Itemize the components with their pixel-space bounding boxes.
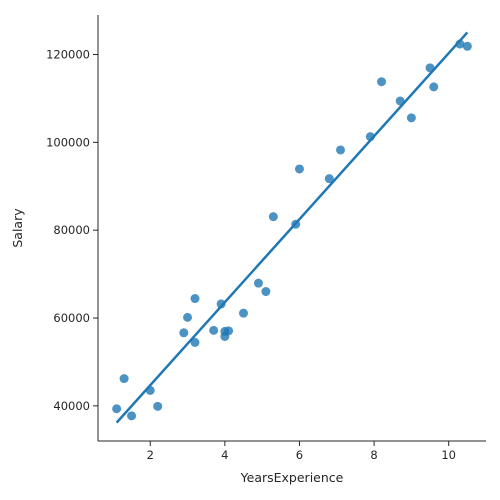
x-axis-ticks: 2 4 6 8 10 bbox=[147, 441, 456, 462]
data-point bbox=[179, 328, 189, 338]
x-axis-label: YearsExperience bbox=[240, 470, 344, 485]
y-axis-ticks: 40000 60000 80000 100000 120000 bbox=[46, 48, 98, 413]
x-tick-label: 8 bbox=[370, 448, 377, 462]
data-point bbox=[112, 404, 122, 414]
data-point bbox=[127, 411, 137, 421]
x-tick-label: 6 bbox=[296, 448, 303, 462]
data-point bbox=[216, 299, 226, 309]
y-tick-label: 80000 bbox=[53, 223, 90, 237]
data-point bbox=[261, 287, 271, 297]
y-tick-label: 60000 bbox=[53, 311, 90, 325]
data-point bbox=[462, 41, 472, 51]
y-axis-label: Salary bbox=[10, 208, 25, 248]
x-tick-label: 4 bbox=[221, 448, 228, 462]
scatter-points bbox=[112, 39, 472, 421]
data-point bbox=[377, 77, 387, 87]
data-point bbox=[253, 278, 263, 288]
data-point bbox=[119, 374, 129, 384]
x-tick-label: 10 bbox=[441, 448, 456, 462]
data-point bbox=[190, 294, 200, 304]
data-point bbox=[190, 337, 200, 347]
regression-line bbox=[115, 31, 469, 424]
data-point bbox=[429, 82, 439, 92]
data-point bbox=[224, 326, 234, 336]
y-tick-label: 120000 bbox=[46, 48, 90, 62]
data-point bbox=[209, 325, 219, 335]
data-point bbox=[406, 113, 416, 123]
data-point bbox=[268, 212, 278, 222]
data-point bbox=[294, 164, 304, 174]
data-point bbox=[153, 401, 163, 411]
x-tick-label: 2 bbox=[147, 448, 154, 462]
data-point bbox=[239, 308, 248, 318]
y-tick-label: 100000 bbox=[46, 135, 90, 149]
y-tick-label: 40000 bbox=[53, 399, 90, 413]
data-point bbox=[324, 174, 334, 184]
data-point bbox=[336, 145, 345, 155]
data-point bbox=[183, 312, 193, 322]
